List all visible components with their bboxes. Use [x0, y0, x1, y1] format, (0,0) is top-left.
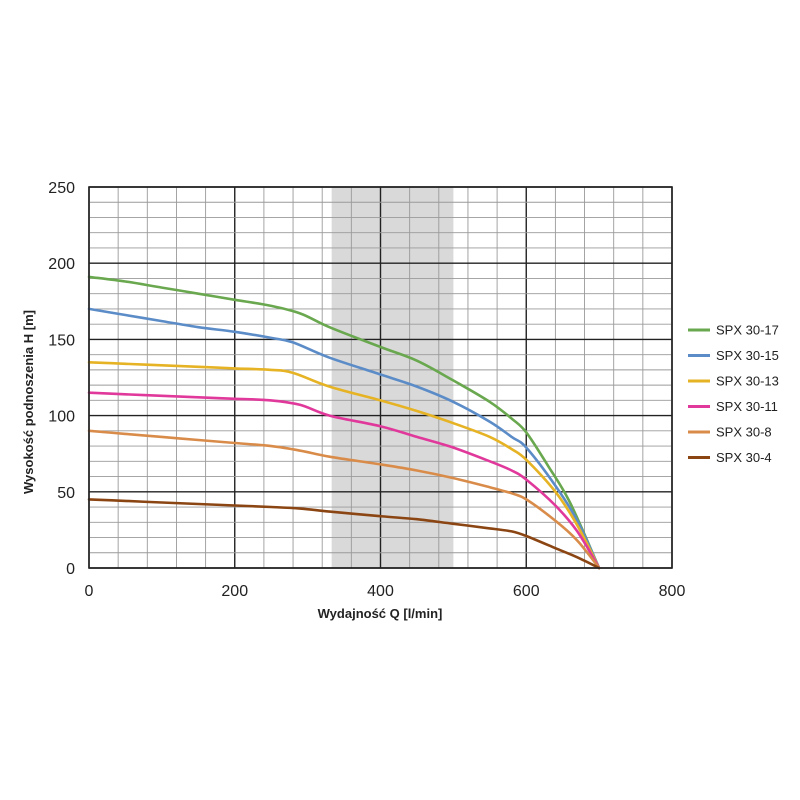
legend-label: SPX 30-17 [716, 323, 779, 338]
y-axis-title: Wysokość podnoszenia H [m] [21, 310, 36, 494]
legend-label: SPX 30-15 [716, 348, 779, 363]
legend-label: SPX 30-13 [716, 374, 779, 389]
x-tick-label: 800 [659, 583, 686, 600]
x-axis-title: Wydajność Q [l/min] [318, 606, 443, 621]
y-tick-label: 200 [48, 256, 75, 273]
legend-label: SPX 30-4 [716, 450, 772, 465]
x-tick-label: 400 [367, 583, 394, 600]
legend-label: SPX 30-11 [716, 399, 778, 414]
y-tick-label: 50 [57, 485, 75, 502]
series-line-spx-30-4 [87, 498, 601, 570]
series-line-spx-30-17 [87, 275, 601, 570]
y-tick-label: 150 [48, 332, 75, 349]
y-tick-label: 250 [48, 180, 75, 197]
series-layer [87, 275, 601, 570]
plot-border [88, 186, 673, 569]
axes: 0 200 400 600 800 0 50 100 150 200 250 [48, 180, 685, 600]
x-tick-label: 0 [85, 583, 94, 600]
y-tick-label: 100 [48, 409, 75, 426]
legend-label: SPX 30-8 [716, 425, 772, 440]
grid [88, 186, 673, 569]
x-tick-label: 600 [513, 583, 540, 600]
legend: SPX 30-17 SPX 30-15 SPX 30-13 SPX 30-11 SPX … [688, 323, 779, 465]
series-line-spx-30-11 [87, 391, 601, 570]
y-tick-label: 0 [66, 561, 75, 578]
series-line-spx-30-15 [87, 307, 601, 570]
series-line-spx-30-13 [87, 361, 601, 570]
x-tick-label: 200 [221, 583, 248, 600]
series-line-spx-30-8 [87, 429, 601, 570]
